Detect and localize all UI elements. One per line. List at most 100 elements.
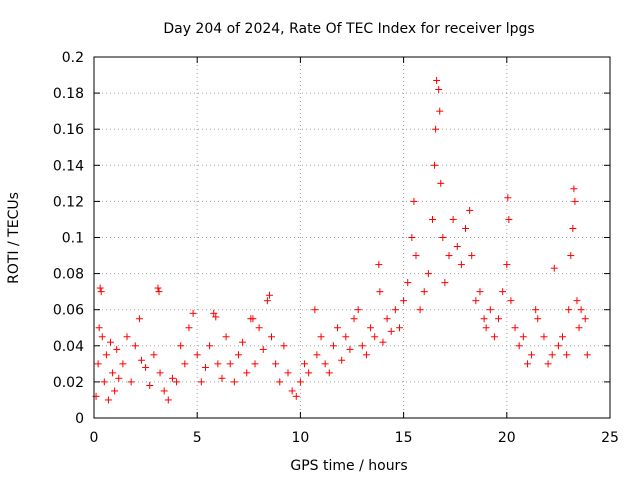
data-point (445, 252, 453, 260)
data-point (97, 288, 105, 296)
data-point (528, 351, 536, 359)
data-point (480, 315, 488, 323)
data-point (375, 261, 383, 269)
data-point (367, 324, 375, 332)
data-point (350, 315, 358, 323)
data-point (321, 360, 329, 368)
data-point (468, 252, 476, 260)
y-tick-label: 0.04 (53, 339, 84, 355)
data-point (164, 396, 172, 404)
data-point (111, 387, 119, 395)
data-point (334, 324, 342, 332)
data-point (575, 324, 583, 332)
data-point (127, 378, 135, 386)
data-point (565, 306, 573, 314)
data-point (234, 351, 242, 359)
data-point (325, 369, 333, 377)
data-point (391, 306, 399, 314)
data-point (424, 270, 432, 278)
y-tick-label: 0.08 (53, 267, 84, 283)
x-tick-label: 20 (498, 430, 516, 446)
data-point (412, 252, 420, 260)
data-point (519, 333, 527, 341)
data-point (272, 360, 280, 368)
data-point (567, 252, 575, 260)
data-point (490, 333, 498, 341)
data-point (160, 387, 168, 395)
data-point (354, 306, 362, 314)
data-point (301, 360, 309, 368)
data-point (466, 206, 474, 214)
data-point (554, 342, 562, 350)
data-point (197, 378, 205, 386)
data-point (265, 291, 273, 299)
data-point (569, 224, 577, 232)
data-point (449, 215, 457, 223)
data-point (408, 234, 416, 241)
data-point (428, 215, 436, 223)
data-point (358, 342, 366, 350)
data-point (436, 107, 444, 115)
data-point (431, 161, 439, 169)
x-tick-label: 25 (601, 430, 619, 446)
data-point (376, 288, 384, 296)
data-point (441, 279, 449, 287)
data-point (276, 378, 284, 386)
data-point (218, 374, 226, 382)
y-tick-label: 0 (75, 411, 84, 427)
data-point (311, 306, 319, 314)
data-point (400, 297, 408, 305)
data-point (548, 351, 556, 359)
data-point (154, 284, 162, 292)
axis-ticks: 0 0.02 0.04 0.06 0.08 0.1 0.12 0.14 0.16 0.18 0.2 0… (53, 50, 619, 446)
data-point (212, 313, 220, 321)
data-point (571, 197, 579, 205)
data-point (181, 360, 189, 368)
data-point (284, 369, 292, 377)
data-point (119, 360, 127, 368)
data-point (383, 315, 391, 323)
data-point (472, 297, 480, 305)
data-point (95, 324, 103, 332)
data-point (504, 194, 512, 202)
data-point (115, 374, 123, 382)
data-point (259, 345, 267, 353)
data-point (251, 360, 259, 368)
data-point (540, 333, 548, 341)
data-point (362, 351, 370, 359)
data-point (155, 288, 163, 296)
data-points (92, 76, 591, 404)
data-point (96, 284, 104, 292)
data-point (268, 333, 276, 341)
data-point (156, 369, 164, 377)
data-point (577, 306, 585, 314)
data-point (189, 309, 197, 317)
x-tick-label: 5 (193, 430, 202, 446)
data-point (206, 342, 214, 350)
data-point (395, 324, 403, 332)
data-point (534, 315, 542, 323)
data-point (435, 85, 443, 93)
data-point (544, 360, 552, 368)
data-point (317, 333, 325, 341)
data-point (109, 369, 117, 377)
data-point (243, 369, 251, 377)
data-point (107, 338, 115, 346)
x-axis-label: GPS time / hours (290, 458, 407, 474)
data-point (433, 76, 441, 84)
data-point (214, 360, 222, 368)
data-point (296, 378, 304, 386)
data-point (420, 288, 428, 296)
data-point (515, 342, 523, 350)
data-point (581, 315, 589, 323)
data-point (292, 392, 300, 400)
data-point (532, 306, 540, 314)
data-point (173, 378, 181, 386)
data-point (379, 338, 387, 346)
data-point (305, 369, 313, 377)
data-point (342, 333, 350, 341)
data-point (371, 333, 379, 341)
data-point (387, 327, 395, 335)
y-tick-label: 0.06 (53, 303, 84, 319)
